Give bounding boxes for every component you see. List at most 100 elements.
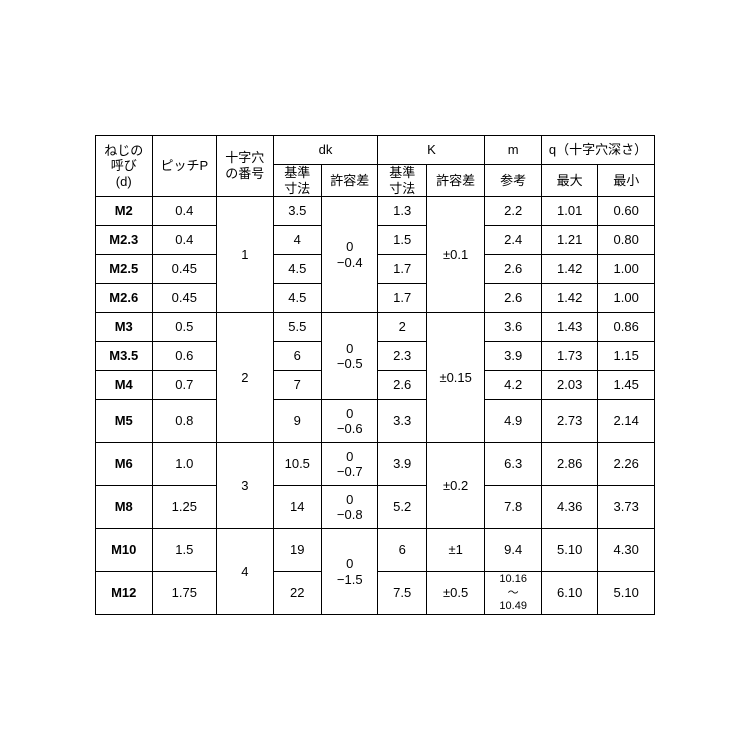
cell-m: 7.8 [485, 486, 542, 529]
cell-q-min: 2.14 [598, 400, 655, 443]
cell-dk-std: 5.5 [273, 313, 321, 342]
cell-q-max: 2.86 [541, 443, 598, 486]
hdr-dk: dk [273, 135, 378, 164]
cell-q-max: 2.73 [541, 400, 598, 443]
cell-k-tol: ±0.5 [426, 572, 485, 615]
cell-q-min: 2.26 [598, 443, 655, 486]
cell-q-min: 3.73 [598, 486, 655, 529]
cell-q-min: 5.10 [598, 572, 655, 615]
hdr-q-max: 最大 [541, 164, 598, 196]
cell-slot-no: 4 [217, 529, 274, 615]
cell-pitch: 1.75 [152, 572, 217, 615]
hdr-q: q（十字穴深さ） [541, 135, 654, 164]
cell-pitch: 1.25 [152, 486, 217, 529]
cell-q-max: 1.42 [541, 284, 598, 313]
table-row: M6 1.0 3 10.5 0 −0.7 3.9 ±0.2 6.3 2.86 2… [96, 443, 655, 486]
table-row: M5 0.8 9 0 −0.6 3.3 4.9 2.73 2.14 [96, 400, 655, 443]
header-row-1: ねじの 呼び (d) ピッチP 十字穴 の番号 dk K m q（十字穴深さ） [96, 135, 655, 164]
cell-nom: M3 [96, 313, 153, 342]
hdr-slot-no: 十字穴 の番号 [217, 135, 274, 196]
cell-nom: M4 [96, 371, 153, 400]
cell-m: 2.4 [485, 226, 542, 255]
cell-m: 4.2 [485, 371, 542, 400]
cell-pitch: 0.5 [152, 313, 217, 342]
cell-q-min: 1.15 [598, 342, 655, 371]
cell-dk-tol: 0 −0.6 [321, 400, 378, 443]
cell-dk-std: 10.5 [273, 443, 321, 486]
spec-table: ねじの 呼び (d) ピッチP 十字穴 の番号 dk K m q（十字穴深さ） … [95, 135, 655, 615]
cell-dk-tol: 0 −0.5 [321, 313, 378, 400]
cell-dk-std: 9 [273, 400, 321, 443]
cell-q-min: 1.00 [598, 255, 655, 284]
cell-dk-tol: 0 −0.8 [321, 486, 378, 529]
cell-m: 2.6 [485, 255, 542, 284]
cell-k-std: 1.7 [378, 284, 426, 313]
cell-m: 6.3 [485, 443, 542, 486]
cell-q-max: 6.10 [541, 572, 598, 615]
cell-nom: M2.5 [96, 255, 153, 284]
table-row: M2 0.4 1 3.5 0 −0.4 1.3 ±0.1 2.2 1.01 0.… [96, 197, 655, 226]
cell-q-max: 1.43 [541, 313, 598, 342]
cell-q-min: 0.80 [598, 226, 655, 255]
cell-q-max: 4.36 [541, 486, 598, 529]
cell-dk-std: 4.5 [273, 284, 321, 313]
cell-pitch: 0.7 [152, 371, 217, 400]
cell-dk-std: 7 [273, 371, 321, 400]
cell-nom: M10 [96, 529, 153, 572]
cell-k-std: 3.3 [378, 400, 426, 443]
cell-dk-std: 14 [273, 486, 321, 529]
cell-q-max: 1.42 [541, 255, 598, 284]
cell-q-min: 1.00 [598, 284, 655, 313]
cell-dk-tol: 0 −0.4 [321, 197, 378, 313]
cell-nom: M6 [96, 443, 153, 486]
cell-k-tol: ±1 [426, 529, 485, 572]
cell-q-max: 1.01 [541, 197, 598, 226]
cell-q-max: 2.03 [541, 371, 598, 400]
cell-nom: M8 [96, 486, 153, 529]
cell-dk-std: 4 [273, 226, 321, 255]
cell-nom: M2.3 [96, 226, 153, 255]
cell-dk-std: 6 [273, 342, 321, 371]
cell-q-max: 5.10 [541, 529, 598, 572]
cell-pitch: 0.4 [152, 226, 217, 255]
cell-q-min: 4.30 [598, 529, 655, 572]
cell-pitch: 1.0 [152, 443, 217, 486]
cell-m: 10.16 〜 10.49 [485, 572, 542, 615]
cell-nom: M2 [96, 197, 153, 226]
cell-q-min: 0.60 [598, 197, 655, 226]
cell-m: 3.6 [485, 313, 542, 342]
cell-k-std: 5.2 [378, 486, 426, 529]
cell-nom: M5 [96, 400, 153, 443]
cell-k-std: 1.3 [378, 197, 426, 226]
hdr-nominal: ねじの 呼び (d) [96, 135, 153, 196]
hdr-K: K [378, 135, 485, 164]
hdr-pitch: ピッチP [152, 135, 217, 196]
cell-k-std: 3.9 [378, 443, 426, 486]
cell-q-min: 1.45 [598, 371, 655, 400]
cell-m: 2.6 [485, 284, 542, 313]
cell-slot-no: 3 [217, 443, 274, 529]
cell-nom: M2.6 [96, 284, 153, 313]
cell-pitch: 1.5 [152, 529, 217, 572]
cell-nom: M3.5 [96, 342, 153, 371]
cell-nom: M12 [96, 572, 153, 615]
hdr-m-ref: 参考 [485, 164, 542, 196]
hdr-m: m [485, 135, 542, 164]
cell-k-tol: ±0.1 [426, 197, 485, 313]
cell-pitch: 0.4 [152, 197, 217, 226]
cell-pitch: 0.45 [152, 284, 217, 313]
table-row: M8 1.25 14 0 −0.8 5.2 7.8 4.36 3.73 [96, 486, 655, 529]
hdr-k-tol: 許容差 [426, 164, 485, 196]
cell-k-std: 1.5 [378, 226, 426, 255]
cell-dk-std: 19 [273, 529, 321, 572]
cell-slot-no: 1 [217, 197, 274, 313]
cell-k-std: 2 [378, 313, 426, 342]
cell-k-std: 6 [378, 529, 426, 572]
cell-m: 2.2 [485, 197, 542, 226]
cell-k-std: 1.7 [378, 255, 426, 284]
cell-dk-std: 22 [273, 572, 321, 615]
cell-dk-std: 4.5 [273, 255, 321, 284]
table-row: M10 1.5 4 19 0 −1.5 6 ±1 9.4 5.10 4.30 [96, 529, 655, 572]
cell-q-min: 0.86 [598, 313, 655, 342]
cell-k-std: 2.6 [378, 371, 426, 400]
